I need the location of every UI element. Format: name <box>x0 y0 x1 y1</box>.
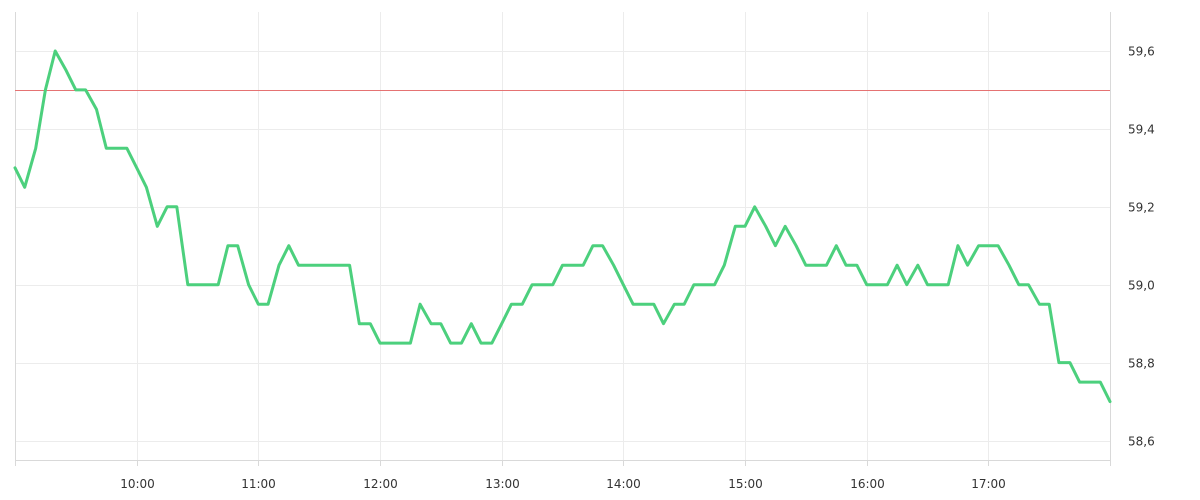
y-tick-label: 58,6 <box>1128 435 1155 449</box>
y-tick-label: 59,6 <box>1128 45 1155 59</box>
x-tick-label: 11:00 <box>241 477 276 491</box>
x-tick-label: 16:00 <box>850 477 885 491</box>
y-tick-label: 59,2 <box>1128 201 1155 215</box>
x-tick-labels: 10:00 11:00 12:00 13:00 14:00 15:00 16:00 17:00 <box>120 477 1006 491</box>
x-tick-label: 15:00 <box>728 477 763 491</box>
y-tick-label: 59,4 <box>1128 123 1155 137</box>
x-tick-label: 14:00 <box>606 477 641 491</box>
x-tick-label: 13:00 <box>485 477 520 491</box>
grid <box>15 12 1110 460</box>
axes <box>15 12 1111 466</box>
x-tick-label: 10:00 <box>120 477 155 491</box>
x-tick-label: 12:00 <box>363 477 398 491</box>
x-tick-label: 17:00 <box>971 477 1006 491</box>
series-layer <box>13 49 1112 404</box>
y-tick-label: 58,8 <box>1128 357 1155 371</box>
series-line <box>13 49 1112 404</box>
y-tick-labels: 59,6 59,4 59,2 59,0 58,8 58,6 <box>1128 45 1155 449</box>
y-tick-label: 59,0 <box>1128 279 1155 293</box>
